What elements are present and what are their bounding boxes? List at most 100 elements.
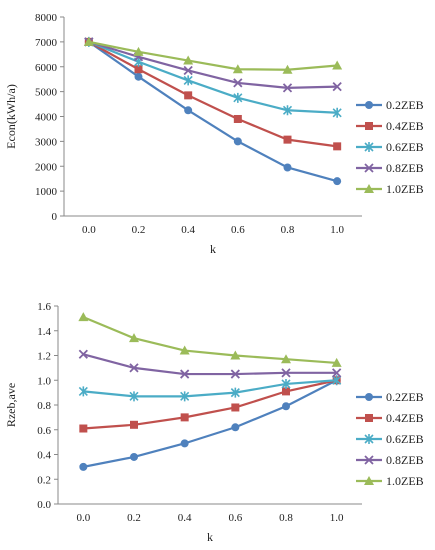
chart-2-data-point — [331, 357, 342, 367]
chart-2-data-point — [282, 402, 290, 411]
chart-2-data-point — [78, 312, 89, 322]
chart-2-legend-label: 0.8ZEB — [386, 453, 424, 467]
chart-2-y-axis-label: Rzeb,ave — [4, 383, 18, 427]
chart-2-data-point — [281, 368, 291, 378]
chart-2-x-axis-label: k — [207, 530, 213, 544]
chart-1-data-point — [282, 64, 293, 74]
chart-1-series-line — [88, 40, 338, 71]
chart-2-legend-marker — [364, 455, 374, 465]
chart-1-legend-label: 0.8ZEB — [386, 161, 424, 175]
chart-1-data-point — [283, 163, 292, 172]
chart-1-series-line — [88, 40, 338, 89]
chart-2-data-point — [230, 387, 240, 398]
chart-2-legend-marker — [365, 414, 373, 422]
chart-2-data-point — [78, 349, 88, 359]
chart-1-y-tick-label: 2000 — [35, 161, 58, 173]
chart-1-legend-label: 0.2ZEB — [386, 98, 424, 112]
chart-2-x-tick-label: 0.2 — [127, 512, 141, 524]
chart-2-data-point — [130, 452, 138, 461]
chart-1-legend-label: 1.0ZEB — [386, 182, 424, 196]
chart-1-data-point — [332, 60, 343, 70]
chart-1-data-point — [184, 106, 193, 115]
chart-2-series-0.4ZEB — [79, 376, 341, 433]
chart-2-y-tick-label: 0.2 — [37, 474, 51, 486]
chart-1-y-tick-label: 5000 — [35, 87, 58, 99]
chart-1-data-point — [282, 105, 293, 116]
chart-2-data-point — [180, 369, 190, 379]
chart-2-x-tick-label: 1.0 — [330, 512, 344, 524]
chart-1-y-tick-label: 7000 — [35, 37, 58, 49]
chart-1-y-axis-label: Econ(kWh/a) — [4, 84, 18, 149]
chart-2-data-point — [332, 375, 342, 386]
chart-2-legend-entry: 1.0ZEB — [356, 474, 424, 488]
chart-2-data-point — [180, 413, 189, 422]
chart-2-series-line — [82, 316, 337, 365]
chart-1-data-point — [233, 78, 243, 88]
chart-2-legend-entry: 0.4ZEB — [356, 411, 424, 425]
chart-1-data-point — [332, 82, 342, 92]
chart-1-data-point — [133, 46, 144, 56]
chart-1-y-tick-label: 1000 — [35, 186, 58, 198]
chart-1-x-tick-label: 1.0 — [330, 224, 344, 236]
chart-1-legend-marker — [364, 142, 374, 152]
chart-2-x-tick-label: 0.8 — [279, 512, 293, 524]
chart-2-legend-marker — [365, 393, 373, 401]
chart-2-data-point — [180, 439, 189, 448]
chart-1-data-point — [232, 64, 243, 74]
chart-2-y-tick-label: 0.0 — [37, 499, 51, 511]
chart-1-data-point — [233, 92, 243, 103]
chart-2-legend-label: 0.4ZEB — [386, 411, 424, 425]
chart-2-data-point — [79, 424, 88, 433]
chart-2-data-point — [281, 378, 291, 389]
chart-1-y-tick-label: 0 — [52, 211, 58, 223]
chart-1-data-point — [333, 142, 342, 151]
chart-1-data-point — [282, 83, 293, 93]
chart-2-y-tick-label: 1.0 — [37, 375, 51, 387]
chart-2-data-point — [78, 386, 88, 397]
chart-1-data-point — [333, 177, 342, 186]
chart-2: 0.0 0.2 0.4 0.6 0.8 1.0 1.2 1.4 1.6 0.0 0.2 0.4 0.6 0… — [4, 301, 424, 544]
chart-1-legend-label: 0.6ZEB — [386, 140, 424, 154]
chart-2-y-tick-label: 1.4 — [37, 326, 51, 338]
chart-1-data-point — [183, 65, 193, 76]
chart-2-legend-entry: 0.2ZEB — [356, 390, 424, 404]
chart-2-legend-entry: 0.8ZEB — [356, 453, 424, 467]
chart-1-data-point — [233, 137, 242, 146]
chart-1-data-point — [184, 91, 193, 100]
chart-2-series-0.2ZEB — [79, 376, 341, 471]
chart-2-series-0.8ZEB — [78, 349, 342, 379]
chart-1-legend-marker — [365, 101, 373, 109]
chart-1-legend-entry: 0.8ZEB — [356, 161, 424, 175]
chart-1-legend-entry: 0.6ZEB — [356, 140, 424, 154]
chart-2-data-point — [231, 403, 240, 412]
chart-1-data-point — [332, 107, 342, 118]
chart-2-series-line — [83, 353, 337, 376]
chart-1-data-point — [183, 55, 194, 65]
chart-2-data-point — [230, 369, 240, 379]
chart-2-data-point — [332, 368, 342, 378]
chart-1-series-line — [88, 40, 338, 183]
chart-2-series-1.0ZEB — [78, 312, 342, 367]
chart-2-data-point — [129, 333, 139, 343]
chart-2-data-point — [130, 420, 138, 429]
chart-2-data-point — [180, 391, 190, 402]
chart-1-data-point — [134, 72, 143, 81]
chart-1-legend-marker — [364, 163, 374, 173]
chart-2-series-line — [83, 379, 338, 468]
chart-2-data-point — [79, 462, 88, 471]
chart-2-legend-marker — [364, 434, 374, 444]
chart-1-x-axis-label: k — [210, 242, 216, 256]
chart-2-data-point — [231, 423, 240, 432]
chart-1-y-tick-label: 8000 — [35, 12, 58, 24]
chart-1-data-point — [283, 135, 292, 144]
chart-1-legend-marker — [365, 122, 373, 130]
chart-2-series-line — [83, 379, 337, 398]
chart-2-legend-label: 0.6ZEB — [386, 432, 424, 446]
chart-2-y-tick-label: 0.4 — [37, 450, 51, 462]
chart-2-data-point — [282, 387, 290, 396]
chart-2-data-point — [230, 350, 241, 360]
chart-1-y-tick-label: 6000 — [35, 62, 58, 74]
chart-2-legend-label: 0.2ZEB — [386, 390, 424, 404]
chart-2-legend-entry: 0.6ZEB — [356, 432, 424, 446]
